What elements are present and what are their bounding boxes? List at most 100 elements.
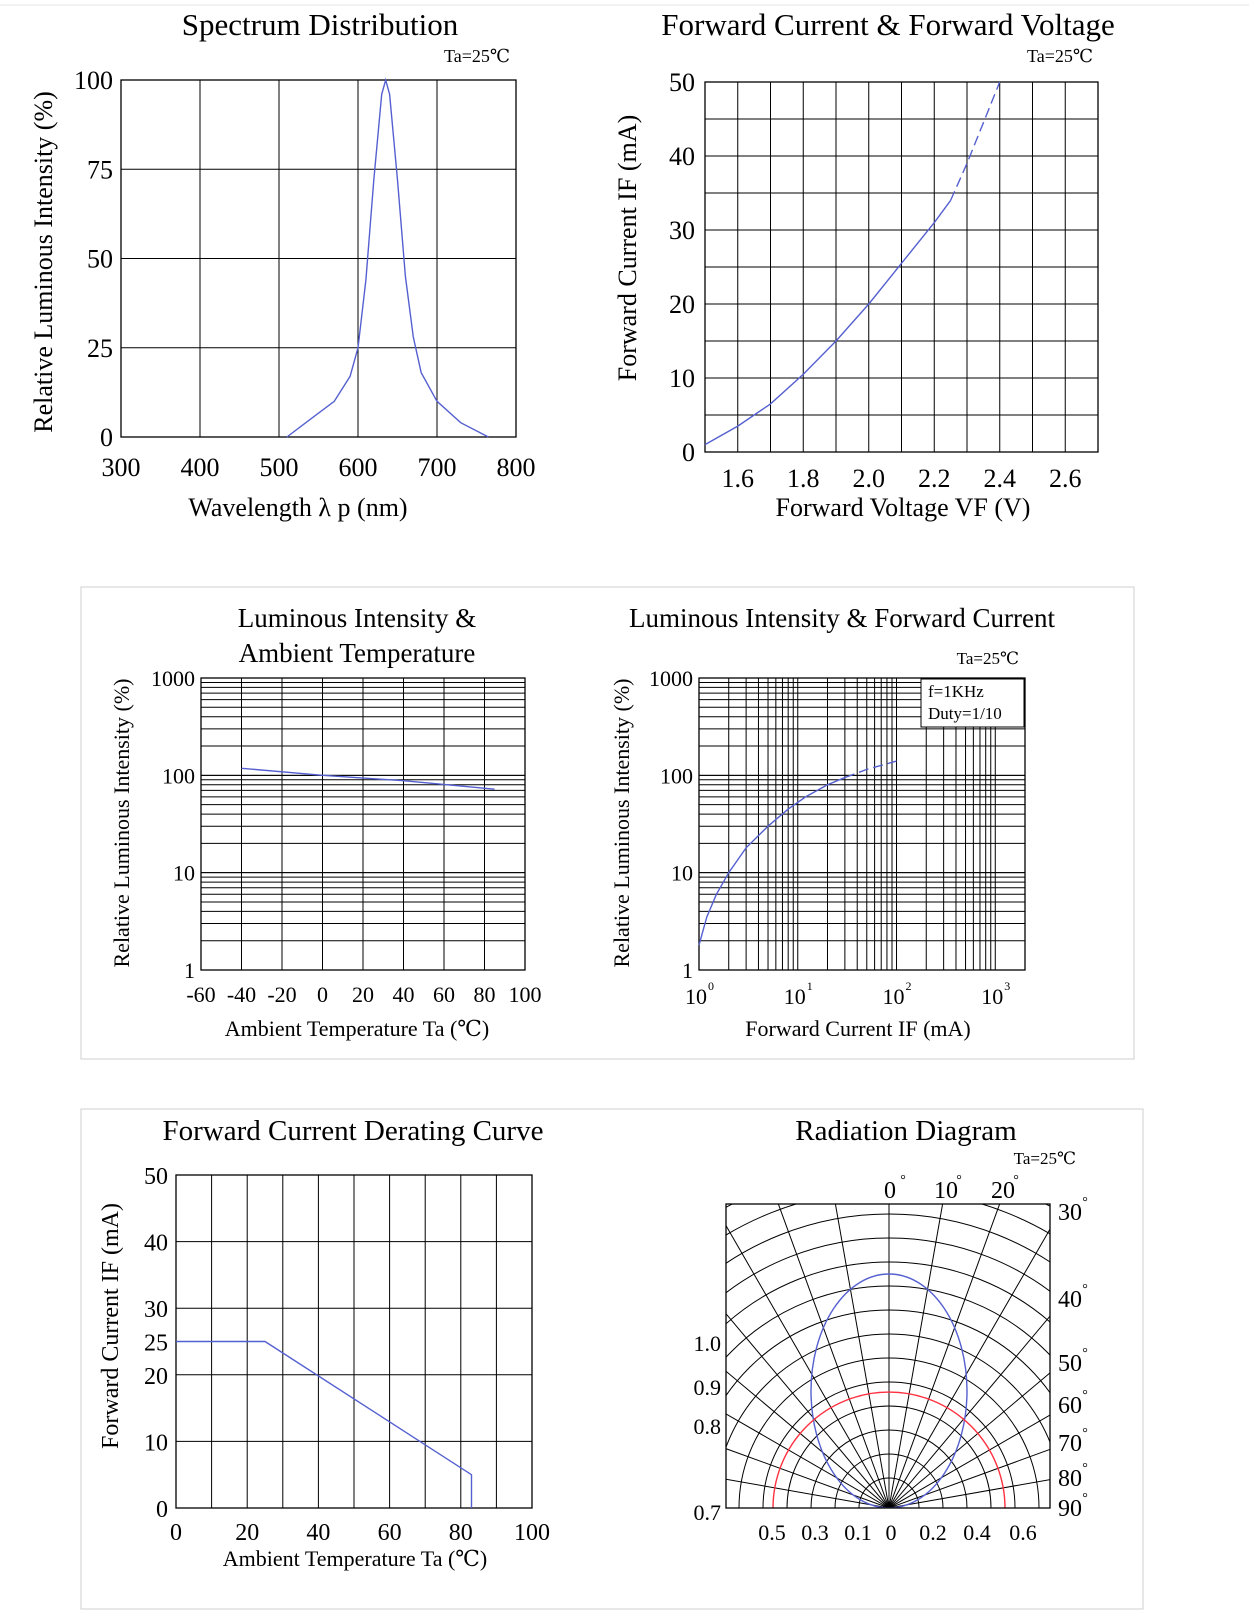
- angle-label: 70: [1058, 1431, 1082, 1457]
- x-tick-label: 100: [509, 982, 542, 1007]
- panel-frames: [0, 4, 1249, 1610]
- angle-line: [888, 1204, 944, 1508]
- x-tick-label: 0: [170, 1520, 182, 1546]
- x-axis-label: Ambient Temperature Ta (℃): [225, 1016, 489, 1041]
- y-tick-label: 1000: [649, 666, 693, 691]
- angle-degree: °: [1082, 1346, 1088, 1361]
- if-vf-curve-dashed: [949, 81, 1001, 201]
- x-axis-label: Forward Voltage VF (V): [776, 493, 1031, 522]
- x-tick-exponent: 0: [708, 979, 714, 993]
- condition-label: Ta=25℃: [1027, 46, 1093, 66]
- x-tick-label: 100: [514, 1520, 550, 1546]
- angle-label: 90: [1058, 1496, 1082, 1522]
- angle-line: [834, 1204, 890, 1508]
- x-tick-label: 80: [474, 982, 496, 1007]
- derating-curve: [176, 1340, 473, 1508]
- x-axis-label: Wavelength λ p (nm): [188, 493, 407, 522]
- bottom-scale-label: 0: [886, 1520, 897, 1545]
- angle-line: [726, 1312, 890, 1508]
- iv-if-chart: Luminous Intensity & Forward Current Ta=2…: [609, 603, 1055, 1041]
- condition-label: Ta=25℃: [1014, 1149, 1076, 1168]
- y-tick-label: 40: [669, 142, 695, 171]
- angle-degree: °: [1082, 1426, 1088, 1441]
- angle-label: 0: [884, 1178, 896, 1204]
- radiation-grid: [726, 1204, 1050, 1508]
- radial-label: 1.0: [694, 1331, 722, 1356]
- y-tick-label: 100: [162, 763, 195, 788]
- x-tick-label: 10: [981, 984, 1003, 1009]
- annotation-line: f=1KHz: [928, 682, 984, 701]
- x-tick-exponent: 3: [1004, 979, 1010, 993]
- radial-label: 0.8: [694, 1414, 722, 1439]
- angle-line: [726, 1478, 890, 1508]
- y-axis-label: Relative Luminous Intensity (%): [29, 91, 58, 433]
- x-tick-label: 60: [433, 982, 455, 1007]
- x-tick-label: -20: [267, 982, 296, 1007]
- y-tick-label: 1: [682, 958, 693, 983]
- plot-frame: [120, 79, 517, 438]
- y-tick-label: 0: [156, 1497, 168, 1523]
- y-tick-label: 25: [87, 334, 113, 363]
- y-tick-label: 100: [660, 763, 693, 788]
- plot-frame: [704, 81, 1099, 453]
- y-tick-label: 0: [682, 438, 695, 467]
- bottom-scale-label: 0.5: [758, 1520, 786, 1545]
- angle-label: 40: [1058, 1287, 1082, 1313]
- x-axis-label: Forward Current IF (mA): [745, 1016, 970, 1041]
- iv-if-curve-solid: [698, 776, 846, 946]
- radial-label: 0.9: [694, 1375, 722, 1400]
- y-tick-label: 10: [671, 861, 693, 886]
- x-tick-label: 600: [339, 453, 378, 482]
- bottom-panel-frame: [80, 1108, 1144, 1610]
- x-tick-label: 1.6: [722, 464, 755, 493]
- angle-degree: °: [900, 1173, 906, 1188]
- radiation-curve-blue: [810, 1273, 968, 1508]
- plot-frame: [698, 677, 1026, 971]
- chart-title: Luminous Intensity & Forward Current: [629, 603, 1055, 633]
- x-tick-label: 500: [260, 453, 299, 482]
- angle-degree: °: [1013, 1173, 1019, 1188]
- x-tick-label: 2.6: [1049, 464, 1082, 493]
- angle-degree: °: [1082, 1282, 1088, 1297]
- if-vf-curve-solid: [704, 199, 952, 446]
- chart-title: Forward Current Derating Curve: [163, 1115, 544, 1147]
- iv-ta-curve: [241, 767, 495, 790]
- y-tick-label: 25: [144, 1331, 168, 1357]
- spectrum-curve: [286, 77, 489, 438]
- derating-chart: Forward Current Derating Curve 0 20 40 60 80 1…: [98, 1115, 550, 1571]
- y-tick-label: 40: [144, 1231, 168, 1257]
- y-tick-label: 30: [669, 216, 695, 245]
- x-tick-label: 1.8: [787, 464, 820, 493]
- angle-label: 30: [1058, 1200, 1082, 1226]
- angle-label: 80: [1058, 1466, 1082, 1492]
- x-tick-label: 80: [449, 1520, 473, 1546]
- angle-line: [888, 1372, 1050, 1508]
- angle-degree: °: [956, 1173, 962, 1188]
- middle-panel-frame: [80, 586, 1135, 1060]
- y-tick-label: 75: [87, 155, 113, 184]
- y-axis-label: Relative Luminous Intensity (%): [109, 679, 134, 968]
- annotation-box: [920, 678, 1025, 728]
- bottom-scale-label: 0.2: [919, 1520, 947, 1545]
- y-tick-label: 20: [144, 1364, 168, 1390]
- angle-line: [726, 1413, 890, 1508]
- iv-ta-chart: Luminous Intensity & Ambient Temperature -…: [109, 603, 542, 1041]
- plot-frame: [200, 677, 526, 971]
- x-tick-label: 40: [393, 982, 415, 1007]
- y-tick-label: 10: [173, 861, 195, 886]
- x-tick-label: 20: [235, 1520, 259, 1546]
- angle-line: [888, 1204, 1001, 1508]
- radial-label: 0.7: [694, 1500, 722, 1525]
- angle-line: [726, 1370, 890, 1508]
- y-tick-label: 20: [669, 290, 695, 319]
- y-tick-label: 1000: [151, 666, 195, 691]
- x-tick-label: -40: [227, 982, 256, 1007]
- plot-frame: [725, 1203, 1051, 1509]
- x-axis-label: Ambient Temperature Ta (℃): [223, 1546, 487, 1571]
- chart-title-line: Ambient Temperature: [239, 638, 476, 668]
- y-tick-label: 10: [669, 364, 695, 393]
- angle-degree: °: [1082, 1491, 1088, 1506]
- bottom-scale-label: 0.3: [801, 1520, 829, 1545]
- x-tick-exponent: 2: [906, 979, 912, 993]
- angle-label: 10: [934, 1178, 958, 1204]
